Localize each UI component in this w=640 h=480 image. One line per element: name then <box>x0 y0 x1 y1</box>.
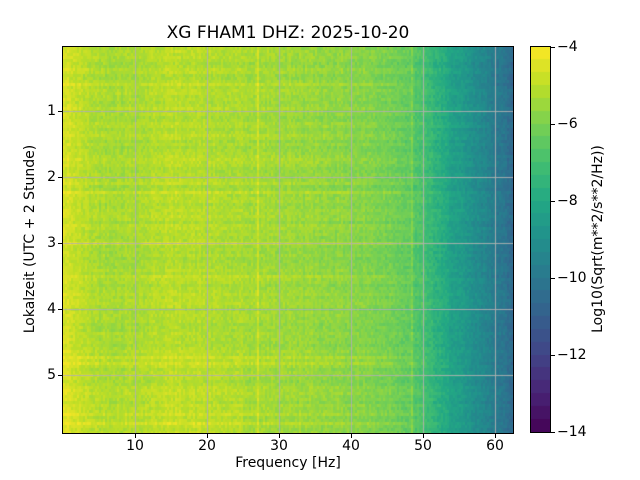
x-tick-mark <box>279 434 280 438</box>
x-tick-label: 10 <box>126 438 144 454</box>
colorbar-canvas <box>531 47 550 432</box>
x-tick-label: 20 <box>198 438 216 454</box>
colorbar-tick-label: −4 <box>557 39 578 55</box>
x-tick-mark <box>351 434 352 438</box>
x-tick-label: 40 <box>342 438 360 454</box>
colorbar-tick-mark <box>551 201 555 202</box>
colorbar <box>530 46 551 433</box>
x-tick-mark <box>495 434 496 438</box>
x-tick-mark <box>135 434 136 438</box>
colorbar-tick-label: −12 <box>557 347 587 363</box>
spectrogram-canvas <box>63 47 513 433</box>
plot-area <box>62 46 514 434</box>
x-tick-label: 30 <box>270 438 288 454</box>
x-axis-label: Frequency [Hz] <box>235 455 341 471</box>
y-axis-label: Lokalzeit (UTC + 2 Stunde) <box>22 144 38 334</box>
colorbar-label: Log10(Sqrt(m**2/s**2/Hz)) <box>590 145 606 333</box>
colorbar-tick-label: −6 <box>557 116 578 132</box>
y-tick-label: 1 <box>47 103 56 119</box>
x-tick-label: 60 <box>486 438 504 454</box>
x-tick-label: 50 <box>414 438 432 454</box>
colorbar-tick-mark <box>551 278 555 279</box>
y-tick-mark <box>58 177 62 178</box>
y-tick-mark <box>58 111 62 112</box>
x-tick-mark <box>423 434 424 438</box>
y-tick-mark <box>58 243 62 244</box>
colorbar-tick-mark <box>551 47 555 48</box>
colorbar-tick-label: −10 <box>557 270 587 286</box>
colorbar-tick-label: −14 <box>557 424 587 440</box>
colorbar-tick-mark <box>551 124 555 125</box>
colorbar-tick-mark <box>551 355 555 356</box>
y-tick-label: 3 <box>47 235 56 251</box>
y-tick-label: 4 <box>47 301 56 317</box>
colorbar-tick-mark <box>551 432 555 433</box>
x-tick-mark <box>207 434 208 438</box>
y-tick-mark <box>58 375 62 376</box>
y-tick-mark <box>58 309 62 310</box>
colorbar-tick-label: −8 <box>557 193 578 209</box>
chart-title: XG FHAM1 DHZ: 2025-10-20 <box>166 23 410 43</box>
y-tick-label: 2 <box>47 169 56 185</box>
y-tick-label: 5 <box>47 367 56 383</box>
